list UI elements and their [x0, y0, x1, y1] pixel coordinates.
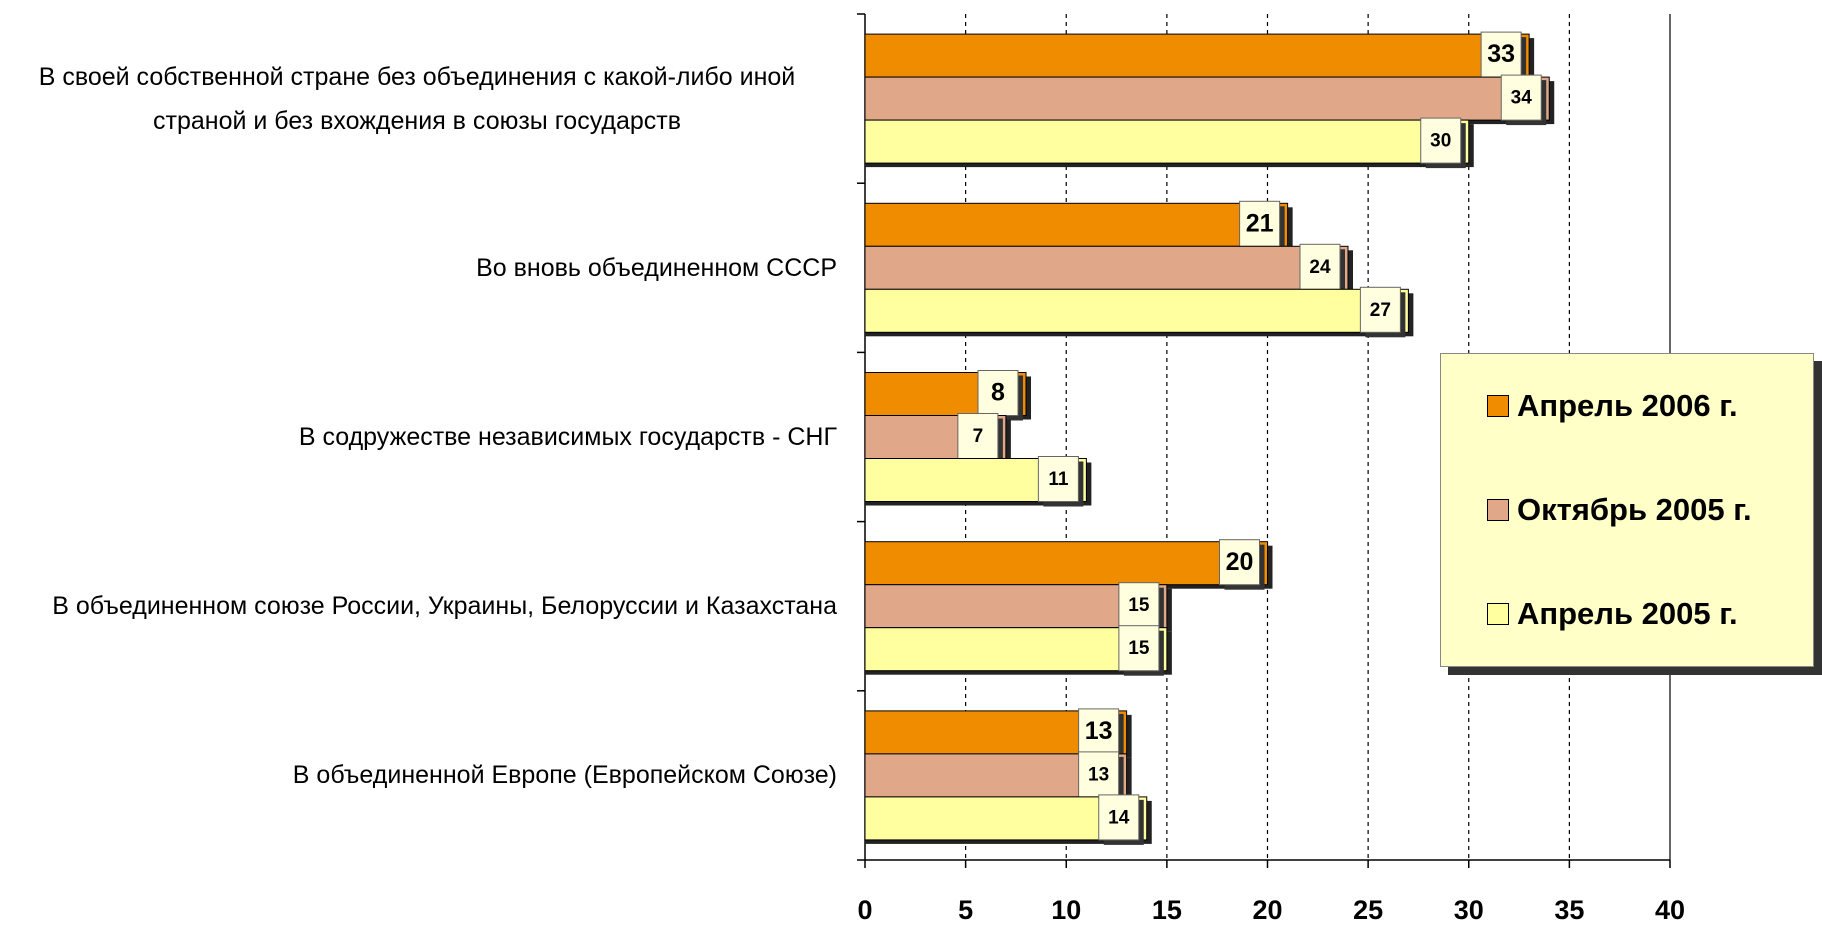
label-box [1359, 286, 1401, 333]
label-box [1420, 117, 1462, 164]
data-label: 7 [973, 426, 984, 447]
category-label: В объединенной Европе (Европейском Союзе… [0, 691, 837, 860]
legend: Апрель 2006 г. Октябрь 2005 г. Апрель 2005… [1440, 353, 1814, 667]
bar [864, 245, 1349, 290]
label-box [1219, 539, 1260, 586]
data-label: 14 [1108, 807, 1130, 828]
legend-item: Октябрь 2005 г. [1441, 458, 1813, 562]
legend-swatch [1487, 499, 1509, 521]
label-box [1078, 708, 1120, 755]
bar [864, 202, 1289, 247]
data-label: 13 [1088, 764, 1109, 785]
legend-swatch [1487, 603, 1509, 625]
data-label: 15 [1128, 638, 1150, 659]
bar [864, 541, 1268, 586]
bar [864, 288, 1409, 333]
category-text: Во вновь объединенном СССР [476, 253, 837, 282]
legend-label: Октябрь 2005 г. [1517, 492, 1752, 527]
category-label: В содружестве независимых государств - С… [0, 352, 837, 521]
legend-item: Апрель 2005 г. [1441, 562, 1813, 666]
category-label: В своей собственной стране без объединен… [0, 14, 837, 183]
x-tick-label: 25 [1353, 895, 1383, 925]
legend-swatch [1487, 395, 1509, 417]
bar [864, 76, 1550, 121]
data-label: 33 [1487, 40, 1515, 68]
label-box [1037, 456, 1079, 502]
data-label: 30 [1430, 131, 1451, 152]
data-label: 27 [1370, 300, 1391, 321]
data-label: 13 [1085, 717, 1113, 745]
x-tick-label: 10 [1051, 895, 1081, 925]
legend-label: Апрель 2005 г. [1517, 596, 1738, 631]
legend-item: Апрель 2006 г. [1441, 354, 1813, 458]
x-tick-label: 5 [958, 895, 973, 925]
data-label: 34 [1511, 88, 1533, 109]
bar [864, 119, 1470, 164]
label-box [1480, 31, 1522, 78]
label-box [1500, 74, 1542, 121]
label-box [1118, 625, 1160, 672]
x-tick-label: 15 [1152, 895, 1182, 925]
data-label: 15 [1128, 595, 1150, 616]
label-box [1078, 751, 1120, 798]
category-text: В объединенном союзе России, Украины, Бе… [52, 592, 837, 621]
category-label: В объединенном союзе России, Украины, Бе… [0, 522, 837, 691]
label-box [1098, 794, 1140, 841]
x-tick-label: 30 [1454, 895, 1484, 925]
data-label: 8 [991, 379, 1005, 407]
data-label: 24 [1309, 257, 1331, 278]
label-box [1118, 582, 1160, 629]
data-label: 11 [1048, 469, 1069, 490]
category-text: В объединенной Европе (Европейском Союзе… [292, 761, 837, 790]
legend-label: Апрель 2006 г. [1517, 388, 1738, 423]
x-tick-label: 0 [857, 895, 872, 925]
bar [864, 627, 1168, 672]
label-box [1299, 243, 1341, 290]
x-tick-label: 35 [1554, 895, 1584, 925]
bar [864, 33, 1530, 78]
bar [864, 584, 1168, 629]
category-text: В содружестве независимых государств - С… [298, 422, 837, 451]
x-tick-label: 20 [1252, 895, 1282, 925]
label-box [957, 413, 999, 459]
data-label: 21 [1246, 209, 1274, 237]
category-label: Во вновь объединенном СССР [0, 183, 837, 352]
data-label: 20 [1226, 548, 1254, 576]
x-tick-label: 40 [1655, 895, 1685, 925]
category-text: В своей собственной стране без объединен… [38, 62, 796, 135]
